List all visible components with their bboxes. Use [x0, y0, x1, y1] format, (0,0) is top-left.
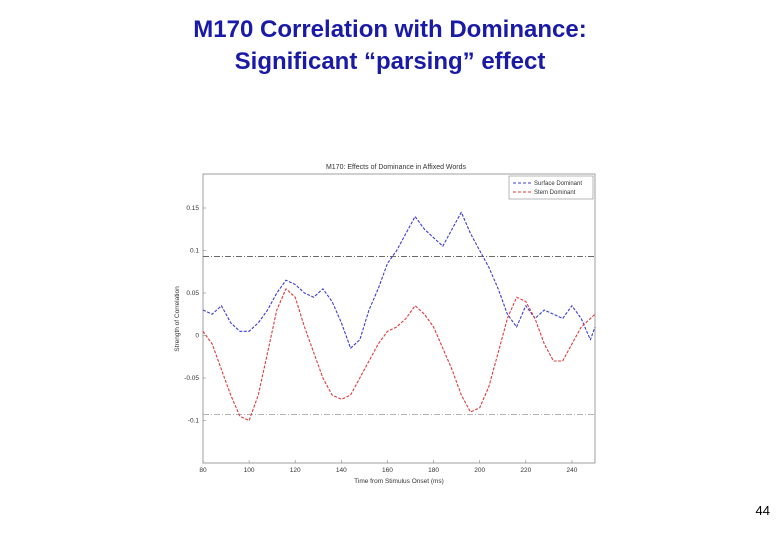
y-axis-label: Strength of Correlation: [174, 286, 181, 352]
x-tick-label: 140: [336, 467, 347, 474]
chart-title: M170: Effects of Dominance in Affixed Wo…: [326, 164, 467, 171]
x-tick-label: 180: [428, 467, 439, 474]
slide-title: M170 Correlation with Dominance: Signifi…: [0, 14, 780, 78]
slide-title-line2: Significant “parsing” effect: [234, 48, 546, 75]
x-axis: 80 100 120 140 160 180 200 220 240: [199, 460, 578, 474]
legend-box: [508, 175, 594, 200]
reference-lines: [203, 256, 595, 415]
slide-title-line1: M170 Correlation with Dominance:: [193, 16, 587, 43]
series-group: [202, 211, 596, 422]
legend: Surface Dominant Stem Dominant: [508, 175, 594, 200]
x-tick-label: 100: [244, 467, 255, 474]
y-axis: -0.1 -0.05 0 0.05 0.1 0.15: [184, 205, 206, 425]
chart-figure: M170: Effects of Dominance in Affixed Wo…: [160, 155, 600, 495]
x-tick-label: 80: [199, 467, 207, 474]
y-tick-label: 0: [195, 333, 199, 340]
y-tick-label: 0.1: [190, 248, 199, 255]
line-chart: M170: Effects of Dominance in Affixed Wo…: [174, 164, 596, 485]
x-tick-label: 220: [520, 467, 531, 474]
y-tick-label: 0.15: [186, 205, 199, 212]
page-number: 44: [755, 503, 770, 518]
x-tick-label: 240: [567, 467, 578, 474]
y-tick-label: -0.1: [188, 418, 200, 425]
x-tick-label: 200: [474, 467, 485, 474]
y-tick-label: 0.05: [186, 290, 199, 297]
x-tick-label: 160: [382, 467, 393, 474]
x-tick-label: 120: [290, 467, 301, 474]
y-tick-label: -0.05: [184, 375, 199, 382]
legend-label-surface: Surface Dominant: [534, 181, 582, 187]
legend-label-stem: Stem Dominant: [534, 190, 576, 196]
series-line-stem-dominant: [202, 288, 596, 422]
x-axis-label: Time from Stimulus Onset (ms): [354, 478, 444, 485]
